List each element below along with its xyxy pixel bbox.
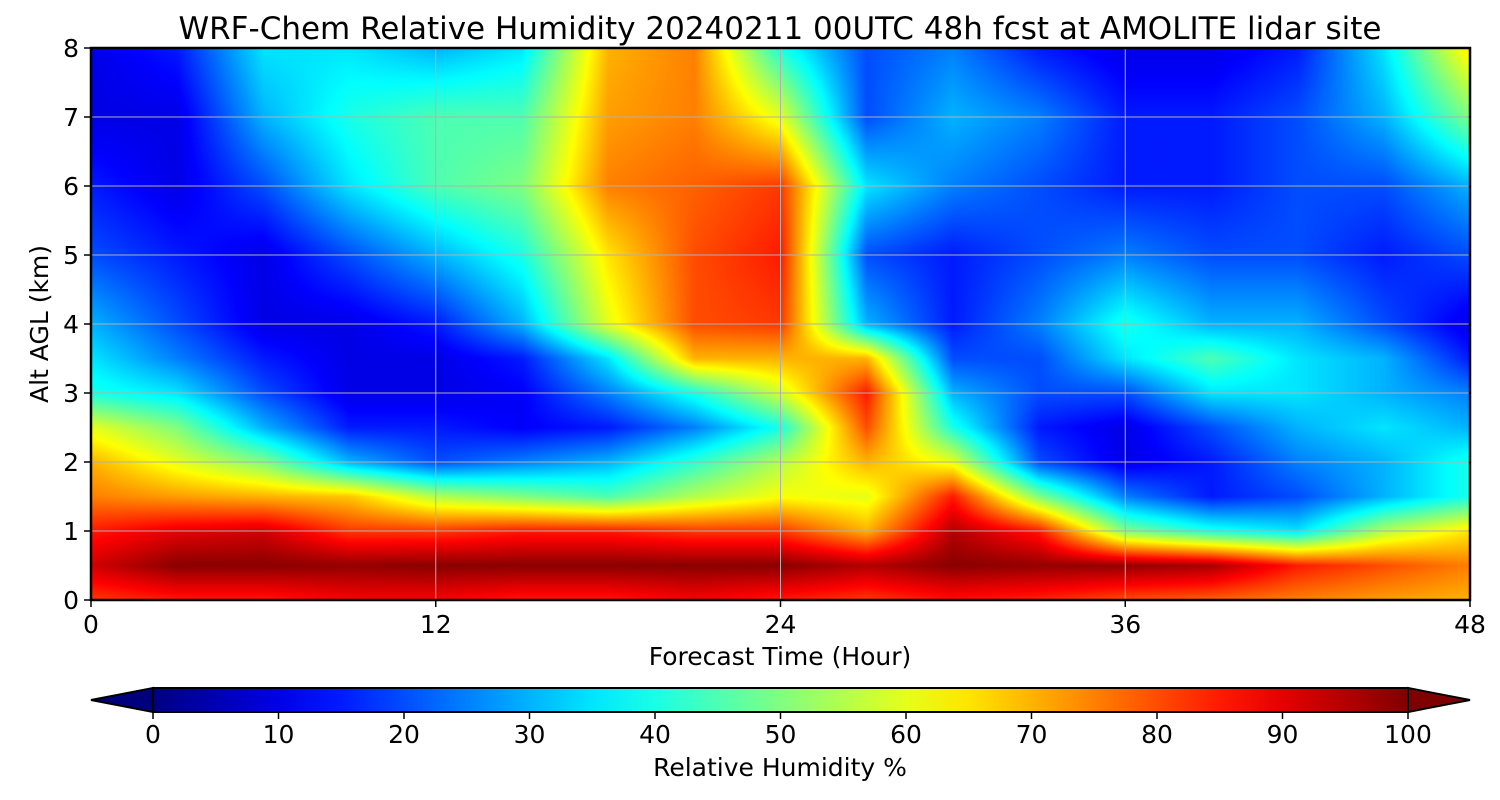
colorbar-tick-label: 90 — [1267, 720, 1299, 749]
chart-title: WRF-Chem Relative Humidity 20240211 00UT… — [178, 11, 1381, 47]
colorbar: 0 10 20 30 40 50 60 70 80 90 100 Relative Humidity… — [90, 686, 1471, 782]
colorbar-tick-label: 30 — [514, 720, 546, 749]
colorbar-tick-label: 80 — [1141, 720, 1173, 749]
y-tick-label: 5 — [63, 241, 79, 270]
x-tick-label: 48 — [1454, 610, 1486, 639]
colorbar-tick-label: 0 — [145, 720, 161, 749]
x-tick-label: 0 — [83, 610, 99, 639]
colorbar-tick-label: 40 — [639, 720, 671, 749]
x-tick-label: 12 — [420, 610, 452, 639]
colorbar-tick-label: 60 — [890, 720, 922, 749]
colorbar-extend-high — [1407, 686, 1471, 714]
colorbar-tick-label: 100 — [1384, 720, 1432, 749]
x-axis-label: Forecast Time (Hour) — [649, 642, 912, 671]
y-tick-label: 1 — [63, 517, 79, 546]
y-tick-label: 4 — [63, 310, 79, 339]
y-tick-label: 3 — [63, 379, 79, 408]
colorbar-tick-label: 70 — [1016, 720, 1048, 749]
y-tick-label: 6 — [63, 172, 79, 201]
y-axis: 0 1 2 3 4 5 6 7 8 — [63, 34, 91, 615]
colorbar-tick-label: 20 — [388, 720, 420, 749]
y-axis-label: Alt AGL (km) — [25, 245, 54, 403]
colorbar-tick-label: 50 — [765, 720, 797, 749]
x-tick-label: 24 — [765, 610, 797, 639]
x-axis: 0 12 24 36 48 — [83, 600, 1486, 639]
colorbar-label: Relative Humidity % — [653, 753, 907, 782]
y-tick-label: 0 — [63, 586, 79, 615]
y-tick-label: 8 — [63, 34, 79, 63]
colorbar-ticks: 0 10 20 30 40 50 60 70 80 90 100 — [145, 712, 1432, 749]
y-tick-label: 2 — [63, 448, 79, 477]
colorbar-extend-low — [90, 686, 154, 714]
plot-area — [89, 46, 1472, 602]
y-tick-label: 7 — [63, 103, 79, 132]
colorbar-gradient — [152, 687, 1409, 713]
x-tick-label: 36 — [1109, 610, 1141, 639]
colorbar-tick-label: 10 — [263, 720, 295, 749]
